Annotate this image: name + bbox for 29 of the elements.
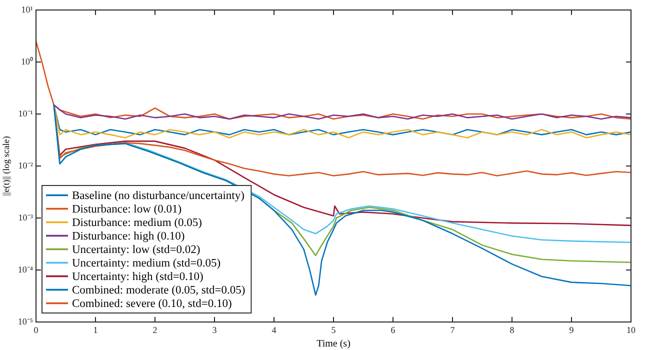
legend-label: Disturbance: medium (0.05) xyxy=(72,216,202,229)
x-tick-label: 9 xyxy=(569,324,574,335)
x-tick-label: 4 xyxy=(272,324,277,335)
legend-label: Baseline (no disturbance/uncertainty) xyxy=(72,190,245,202)
x-tick-label: 10 xyxy=(626,324,636,335)
x-tick-label: 2 xyxy=(152,324,158,335)
y-tick-label: 10⁻⁵ xyxy=(18,316,33,326)
y-tick-label: 10¹ xyxy=(21,4,34,14)
legend-label: Combined: moderate (0.05, std=0.05) xyxy=(72,284,246,296)
x-axis-title: Time (s) xyxy=(316,338,350,350)
y-tick-label: 10⁻² xyxy=(18,160,34,170)
x-tick-label: 8 xyxy=(510,324,515,335)
y-tick-label: 10⁻¹ xyxy=(18,108,34,118)
legend-label: Uncertainty: medium (std=0.05) xyxy=(72,257,221,270)
legend-label: Disturbance: low (0.01) xyxy=(72,203,182,216)
legend-label: Combined: severe (0.10, std=0.10) xyxy=(72,298,232,310)
x-tick-label: 7 xyxy=(450,324,456,335)
y-axis-title: ||e(t)|| (log scale) xyxy=(0,136,11,196)
y-tick-label: 10⁻⁴ xyxy=(18,264,33,274)
legend-label: Uncertainty: low (std=0.02) xyxy=(72,244,200,256)
legend-label: Uncertainty: high (std=0.10) xyxy=(72,270,204,283)
y-tick-label: 10⁰ xyxy=(21,56,33,66)
legend-label: Disturbance: high (0.10) xyxy=(72,230,185,242)
x-tick-label: 0 xyxy=(34,324,39,335)
x-tick-label: 5 xyxy=(331,324,336,335)
x-tick-label: 3 xyxy=(212,324,218,335)
y-tick-label: 10⁻³ xyxy=(18,212,34,222)
x-tick-label: 6 xyxy=(390,324,396,335)
x-tick-label: 1 xyxy=(93,324,98,335)
